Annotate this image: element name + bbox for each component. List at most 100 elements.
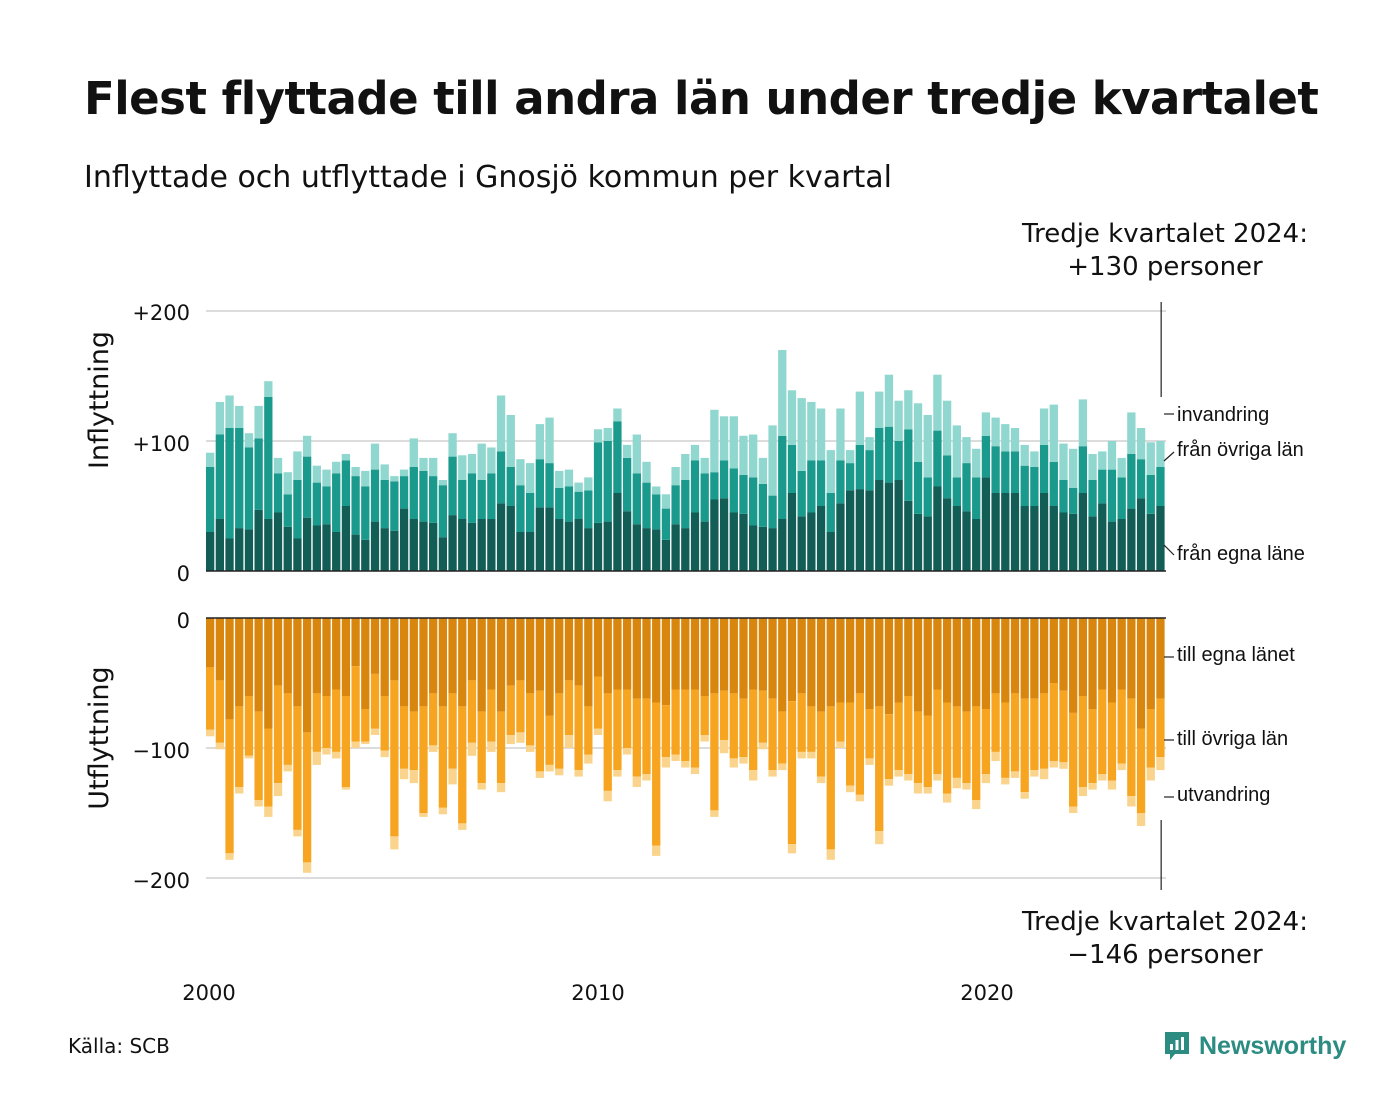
bar-in-0-54 xyxy=(729,512,738,571)
bar-out-2-21 xyxy=(409,770,418,784)
bar-in-0-9 xyxy=(293,538,302,571)
bar-in-2-25 xyxy=(448,433,457,457)
bar-in-0-74 xyxy=(923,516,932,571)
bar-in-2-46 xyxy=(652,486,661,495)
bar-in-0-17 xyxy=(370,521,380,571)
bar-out-1-1 xyxy=(215,680,224,743)
bar-out-2-32 xyxy=(516,732,525,743)
bar-in-0-10 xyxy=(302,517,312,571)
bar-out-2-28 xyxy=(477,783,486,790)
bar-in-2-89 xyxy=(1069,448,1078,488)
bar-in-0-36 xyxy=(555,519,564,571)
bar-in-1-55 xyxy=(739,474,748,514)
bar-out-1-57 xyxy=(758,690,768,743)
bar-in-0-38 xyxy=(574,519,583,571)
bar-out-0-6 xyxy=(264,618,273,729)
bar-in-1-22 xyxy=(419,470,428,522)
bar-in-0-41 xyxy=(603,521,612,571)
bar-in-1-86 xyxy=(1039,444,1049,493)
bar-in-1-70 xyxy=(884,426,894,483)
bar-out-1-76 xyxy=(942,702,952,794)
bar-in-1-59 xyxy=(778,435,787,519)
bar-out-2-92 xyxy=(1098,774,1107,781)
bar-out-2-77 xyxy=(952,777,961,789)
bar-in-0-39 xyxy=(584,528,593,571)
bar-out-1-36 xyxy=(555,693,564,769)
bar-in-1-29 xyxy=(487,473,496,519)
bar-in-0-80 xyxy=(981,477,991,571)
bar-in-0-21 xyxy=(409,519,418,571)
bar-out-2-12 xyxy=(322,748,331,755)
bar-out-2-37 xyxy=(564,735,574,748)
bar-in-1-63 xyxy=(816,460,826,506)
bar-out-2-13 xyxy=(332,751,341,759)
bar-in-0-57 xyxy=(758,526,768,571)
bar-out-0-91 xyxy=(1088,618,1097,709)
bar-in-0-19 xyxy=(390,530,399,571)
y-tick-out-0: 0 xyxy=(177,609,190,633)
bar-out-2-30 xyxy=(496,783,506,793)
bar-out-2-89 xyxy=(1069,806,1078,813)
bar-out-2-4 xyxy=(244,755,254,759)
bar-out-0-0 xyxy=(206,618,215,668)
bar-out-1-94 xyxy=(1117,689,1126,764)
bar-in-0-8 xyxy=(283,526,292,571)
bar-in-1-61 xyxy=(797,470,806,517)
bar-in-2-49 xyxy=(681,454,690,480)
annotation-bottom: Tredje kvartalet 2024: −146 personer xyxy=(1005,906,1325,972)
bar-out-2-7 xyxy=(273,783,283,797)
bar-out-0-68 xyxy=(865,618,874,709)
bar-in-0-73 xyxy=(913,513,923,571)
bar-in-2-63 xyxy=(816,408,826,461)
bar-out-1-72 xyxy=(904,696,913,774)
bar-in-0-70 xyxy=(884,482,894,571)
bar-in-2-10 xyxy=(302,435,312,457)
bar-out-0-95 xyxy=(1127,618,1136,699)
bar-in-0-47 xyxy=(661,539,671,571)
bar-out-0-22 xyxy=(419,618,428,707)
bar-out-0-74 xyxy=(923,618,932,716)
bar-in-2-30 xyxy=(496,395,506,452)
bar-out-0-14 xyxy=(341,618,351,696)
bar-in-0-93 xyxy=(1107,521,1117,571)
label-fran-ovriga-lan: från övriga län xyxy=(1177,439,1304,461)
bar-out-2-10 xyxy=(302,862,312,873)
bar-out-1-38 xyxy=(574,685,583,771)
bar-out-1-24 xyxy=(438,706,448,808)
bar-in-0-26 xyxy=(458,519,467,571)
bar-out-1-66 xyxy=(846,702,855,786)
bar-out-0-27 xyxy=(467,618,477,681)
bar-out-0-37 xyxy=(564,618,574,681)
bar-in-0-50 xyxy=(690,512,700,571)
bar-in-2-59 xyxy=(778,350,787,436)
bar-in-0-66 xyxy=(846,490,855,571)
bar-in-0-62 xyxy=(807,512,816,571)
bar-out-2-74 xyxy=(923,787,932,794)
bar-out-0-70 xyxy=(884,618,894,715)
bar-out-2-0 xyxy=(206,729,215,737)
bar-in-1-17 xyxy=(370,469,380,522)
bar-out-0-13 xyxy=(332,618,341,690)
bar-in-0-81 xyxy=(991,493,1000,571)
bar-out-1-26 xyxy=(458,706,467,824)
bar-in-2-2 xyxy=(225,395,234,428)
x-tick-2000: 2000 xyxy=(182,981,235,1005)
bar-out-2-2 xyxy=(225,853,234,860)
bar-in-1-82 xyxy=(1001,451,1010,493)
bar-out-2-78 xyxy=(962,783,971,790)
bar-in-0-76 xyxy=(942,498,952,571)
bar-in-0-83 xyxy=(1010,493,1020,571)
bar-out-0-89 xyxy=(1069,618,1078,713)
bar-in-1-54 xyxy=(729,468,738,513)
bar-out-1-27 xyxy=(467,680,477,743)
bar-out-1-55 xyxy=(739,698,748,758)
bar-in-1-98 xyxy=(1156,467,1165,506)
bar-in-2-80 xyxy=(981,412,991,436)
bar-out-1-71 xyxy=(894,702,903,771)
label-invandring: invandring xyxy=(1177,404,1269,426)
bar-out-2-94 xyxy=(1117,763,1126,771)
bar-in-0-67 xyxy=(855,489,864,571)
bar-in-2-69 xyxy=(875,391,884,428)
bar-out-2-52 xyxy=(710,810,719,817)
bar-in-0-72 xyxy=(904,500,913,571)
